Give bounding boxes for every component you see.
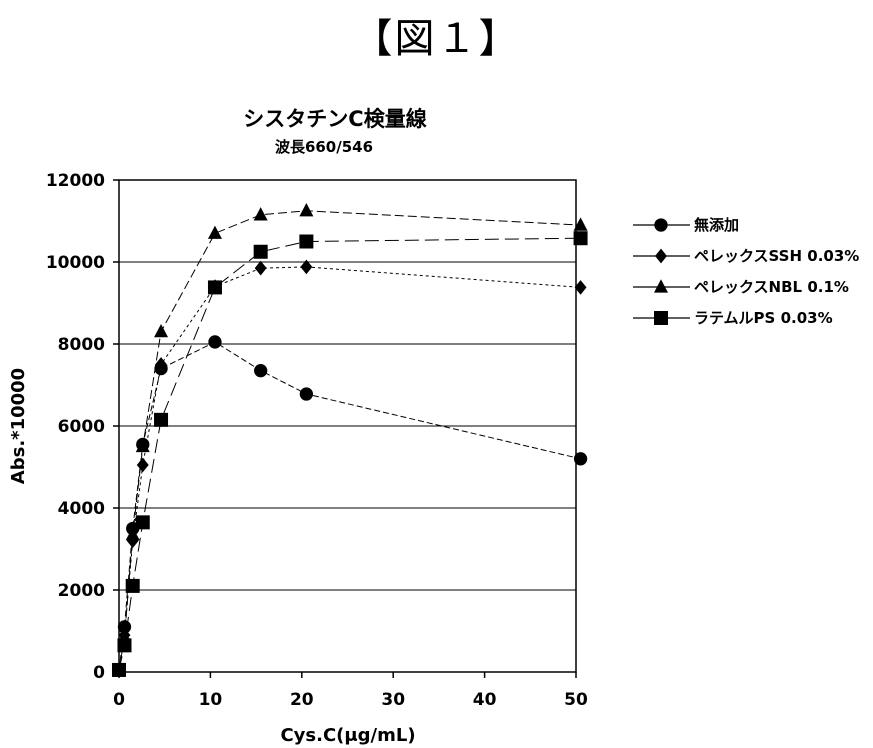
- series-line: [119, 267, 581, 670]
- circle-marker: [574, 452, 587, 465]
- legend-label: ペレックスSSH 0.03%: [694, 247, 859, 265]
- x-tick-label: 0: [113, 690, 125, 710]
- diamond-marker: [137, 458, 149, 473]
- y-tick-label: 12000: [46, 171, 105, 191]
- y-tick-label: 0: [93, 663, 105, 683]
- circle-marker: [300, 387, 313, 400]
- legend-item: ペレックスNBL 0.1%: [633, 278, 849, 296]
- square-marker: [117, 638, 131, 652]
- square-marker: [208, 280, 222, 294]
- series-1: [112, 335, 587, 676]
- series-line: [119, 211, 581, 670]
- legend-item: 無添加: [633, 216, 739, 234]
- x-tick-label: 40: [473, 690, 497, 710]
- triangle-marker: [208, 226, 222, 239]
- diamond-marker: [655, 249, 667, 264]
- chart-subtitle: 波長660/546: [275, 138, 373, 156]
- x-tick-label: 30: [381, 690, 405, 710]
- y-tick-label: 6000: [58, 417, 105, 437]
- circle-marker: [208, 335, 221, 348]
- series-4: [112, 231, 588, 677]
- legend: 無添加ペレックスSSH 0.03% ペレックスNBL 0.1% ラテムルPS 0.0…: [633, 216, 859, 327]
- series-line: [119, 238, 581, 670]
- legend-item: ラテムルPS 0.03%: [633, 309, 833, 327]
- legend-label: ラテムルPS 0.03%: [694, 309, 833, 327]
- triangle-marker: [254, 207, 268, 220]
- y-tick-label: 2000: [58, 581, 105, 601]
- x-tick-label: 10: [199, 690, 223, 710]
- triangle-marker: [299, 203, 313, 216]
- series-line: [119, 342, 581, 670]
- square-marker: [136, 515, 150, 529]
- x-tick-label: 20: [290, 690, 314, 710]
- triangle-marker: [654, 279, 668, 292]
- triangle-marker: [154, 324, 168, 337]
- x-axis-label: Cys.C(μg/mL): [280, 725, 415, 746]
- series-2: [113, 260, 586, 678]
- square-marker: [254, 245, 268, 259]
- square-marker: [654, 311, 668, 325]
- legend-label: ペレックスNBL 0.1%: [694, 278, 849, 296]
- series-group: [112, 203, 588, 677]
- square-marker: [126, 579, 140, 593]
- x-tick-label: 50: [564, 690, 588, 710]
- series-3: [112, 203, 588, 676]
- y-tick-label: 10000: [46, 253, 105, 273]
- y-axis-label: Abs.*10000: [8, 368, 29, 484]
- legend-label: 無添加: [694, 216, 739, 234]
- square-marker: [154, 413, 168, 427]
- gridlines: [119, 262, 576, 590]
- square-marker: [299, 235, 313, 249]
- chart-title: シスタチンC検量線: [243, 107, 426, 131]
- y-tick-label: 4000: [58, 499, 105, 519]
- y-axis-ticks: 0 2000 4000 6000 8000 10000 12000: [46, 171, 119, 683]
- circle-marker: [254, 364, 267, 377]
- square-marker: [574, 231, 588, 245]
- x-axis-ticks: 0 10 20 30 40 50: [113, 672, 588, 710]
- circle-marker: [654, 218, 667, 231]
- square-marker: [112, 663, 126, 677]
- legend-item: ペレックスSSH 0.03%: [633, 247, 859, 265]
- y-tick-label: 8000: [58, 335, 105, 355]
- diamond-marker: [255, 261, 267, 276]
